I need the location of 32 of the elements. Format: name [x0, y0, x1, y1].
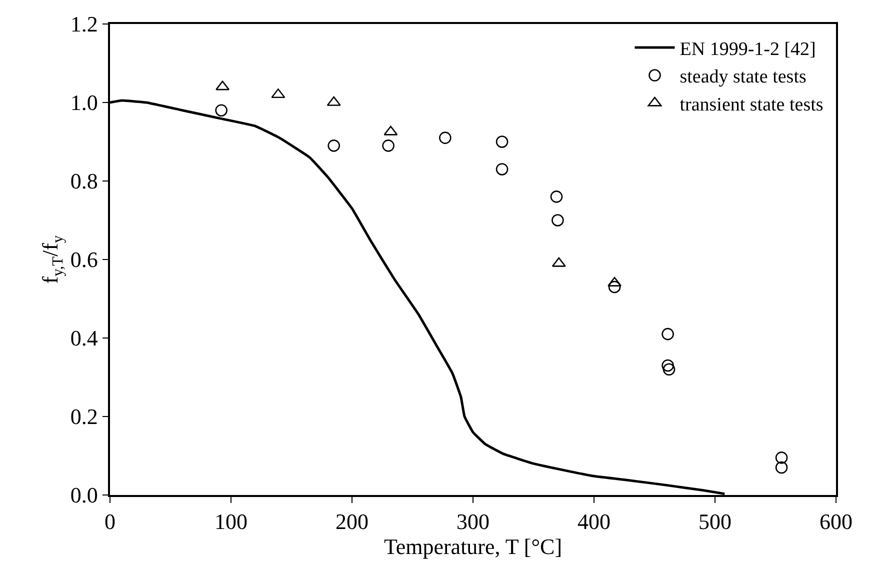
point [662, 359, 674, 372]
point [662, 363, 676, 376]
x-tick-label: 400 [578, 509, 610, 534]
point [496, 136, 508, 148]
point [608, 280, 621, 294]
point [775, 452, 788, 464]
y-tick-label: 1.0 [70, 90, 98, 116]
y-tick-label: 1.2 [70, 12, 98, 37]
y-tick-label: 0.8 [70, 168, 98, 194]
y-tick-label: 0.0 [70, 482, 98, 508]
point [552, 214, 564, 226]
point [496, 163, 508, 176]
x-axis-title: Temperature, T [°C] [384, 534, 562, 560]
point [662, 328, 674, 340]
point [439, 132, 452, 144]
y-tick-label: 0.6 [70, 247, 98, 272]
x-tick-label: 300 [456, 509, 490, 534]
y-tick-label: 0.2 [70, 404, 98, 430]
point [550, 190, 563, 203]
x-tick-label: 100 [214, 509, 248, 534]
x-tick-label: 500 [698, 509, 732, 534]
x-tick-label: 0 [104, 509, 116, 534]
point [382, 140, 394, 152]
legend-label: EN 1999-1-2 [42] [680, 38, 816, 60]
x-tick-label: 200 [336, 509, 368, 534]
point [215, 104, 228, 116]
point [328, 140, 340, 152]
point [775, 461, 788, 474]
legend-label: transient state tests [680, 94, 824, 116]
x-tick-label: 600 [820, 509, 852, 534]
legend-label: steady state tests [680, 66, 806, 88]
y-tick-label: 0.4 [70, 326, 98, 351]
